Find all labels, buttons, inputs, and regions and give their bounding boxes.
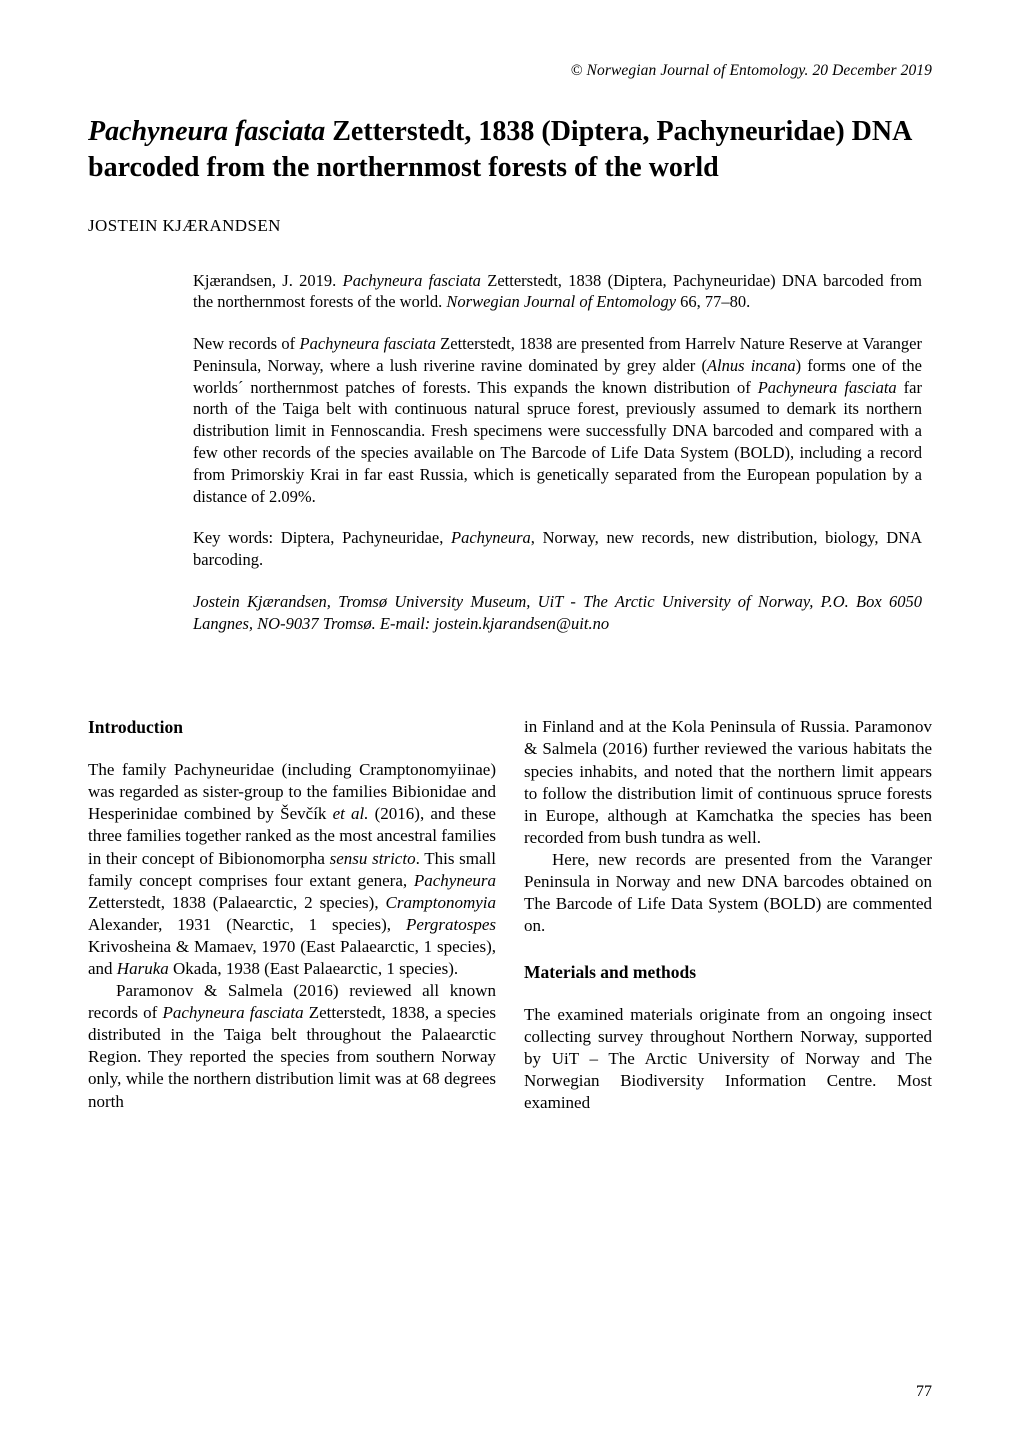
intro-p1-i5: Pergratospes — [406, 915, 496, 934]
citation-post: 66, 77–80. — [676, 292, 750, 311]
introduction-heading: Introduction — [88, 716, 496, 739]
title-species: Pachyneura fasciata — [88, 116, 325, 147]
abstract-block: Kjærandsen, J. 2019. Pachyneura fasciata… — [193, 270, 922, 635]
intro-p3: Here, new records are presented from the… — [524, 849, 932, 937]
materials-p1: The examined materials originate from an… — [524, 1004, 932, 1114]
intro-p2: Paramonov & Salmela (2016) reviewed all … — [88, 980, 496, 1113]
section-spacer — [524, 937, 932, 961]
intro-p2-continued: in Finland and at the Kola Peninsula of … — [524, 716, 932, 849]
author-name: JOSTEIN KJÆRANDSEN — [88, 216, 932, 236]
page-number: 77 — [916, 1383, 932, 1401]
intro-p1: The family Pachyneuridae (including Cram… — [88, 759, 496, 980]
intro-p2-i1: Pachyneura fasciata — [162, 1003, 303, 1022]
publication-date: 20 December 2019 — [812, 62, 932, 79]
kw-i1: Pachyneura — [451, 528, 531, 547]
abs-i2: Alnus incana — [707, 356, 796, 375]
body-columns: Introduction The family Pachyneuridae (i… — [88, 716, 932, 1114]
citation-line: Kjærandsen, J. 2019. Pachyneura fasciata… — [193, 270, 922, 314]
citation-species: Pachyneura fasciata — [343, 271, 481, 290]
intro-p1-t5: Alexander, 1931 (Nearctic, 1 species), — [88, 915, 406, 934]
column-left: Introduction The family Pachyneuridae (i… — [88, 716, 496, 1114]
keywords-paragraph: Key words: Diptera, Pachyneuridae, Pachy… — [193, 527, 922, 571]
citation-pre: Kjærandsen, J. 2019. — [193, 271, 343, 290]
intro-p1-i2: sensu stricto — [330, 849, 416, 868]
citation-journal: Norwegian Journal of Entomology — [446, 292, 676, 311]
abstract-paragraph: New records of Pachyneura fasciata Zette… — [193, 333, 922, 507]
article-title: Pachyneura fasciata Zetterstedt, 1838 (D… — [88, 114, 932, 186]
abs-t1: New records of — [193, 334, 300, 353]
intro-p1-i1: et al. — [333, 804, 369, 823]
column-right: in Finland and at the Kola Peninsula of … — [524, 716, 932, 1114]
kw-t1: Key words: Diptera, Pachyneuridae, — [193, 528, 451, 547]
intro-p1-i6: Haruka — [117, 959, 169, 978]
journal-name: Norwegian Journal of Entomology — [587, 62, 805, 79]
materials-heading: Materials and methods — [524, 961, 932, 984]
author-affiliation: Jostein Kjærandsen, Tromsø University Mu… — [193, 591, 922, 635]
running-header: © Norwegian Journal of Entomology. 20 De… — [88, 62, 932, 80]
page: © Norwegian Journal of Entomology. 20 De… — [0, 0, 1020, 1439]
intro-p1-i4: Cramptonomyia — [386, 893, 497, 912]
abs-i1: Pachyneura fasciata — [300, 334, 436, 353]
abs-i3: Pachyneura fasciata — [758, 378, 897, 397]
intro-p1-i3: Pachyneura — [414, 871, 496, 890]
intro-p1-t4: Zetterstedt, 1838 (Palaearctic, 2 specie… — [88, 893, 386, 912]
copyright-symbol: © — [571, 62, 583, 79]
intro-p1-t7: Okada, 1938 (East Palaearctic, 1 species… — [169, 959, 458, 978]
